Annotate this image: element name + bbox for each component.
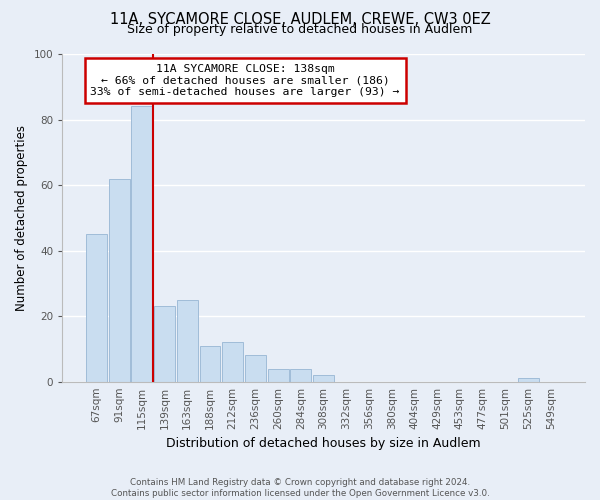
Bar [222,342,243,382]
Bar [290,368,311,382]
Bar [109,178,130,382]
Text: 11A SYCAMORE CLOSE: 138sqm
← 66% of detached houses are smaller (186)
33% of sem: 11A SYCAMORE CLOSE: 138sqm ← 66% of deta… [91,64,400,97]
Bar [268,368,289,382]
Bar [131,106,152,382]
Bar [245,356,266,382]
X-axis label: Distribution of detached houses by size in Audlem: Distribution of detached houses by size … [166,437,481,450]
Bar [200,346,220,382]
Text: Size of property relative to detached houses in Audlem: Size of property relative to detached ho… [127,22,473,36]
Bar [154,306,175,382]
Bar [86,234,107,382]
Bar [313,375,334,382]
Bar [177,300,198,382]
Text: Contains HM Land Registry data © Crown copyright and database right 2024.
Contai: Contains HM Land Registry data © Crown c… [110,478,490,498]
Text: 11A, SYCAMORE CLOSE, AUDLEM, CREWE, CW3 0EZ: 11A, SYCAMORE CLOSE, AUDLEM, CREWE, CW3 … [110,12,490,28]
Y-axis label: Number of detached properties: Number of detached properties [15,125,28,311]
Bar [518,378,539,382]
